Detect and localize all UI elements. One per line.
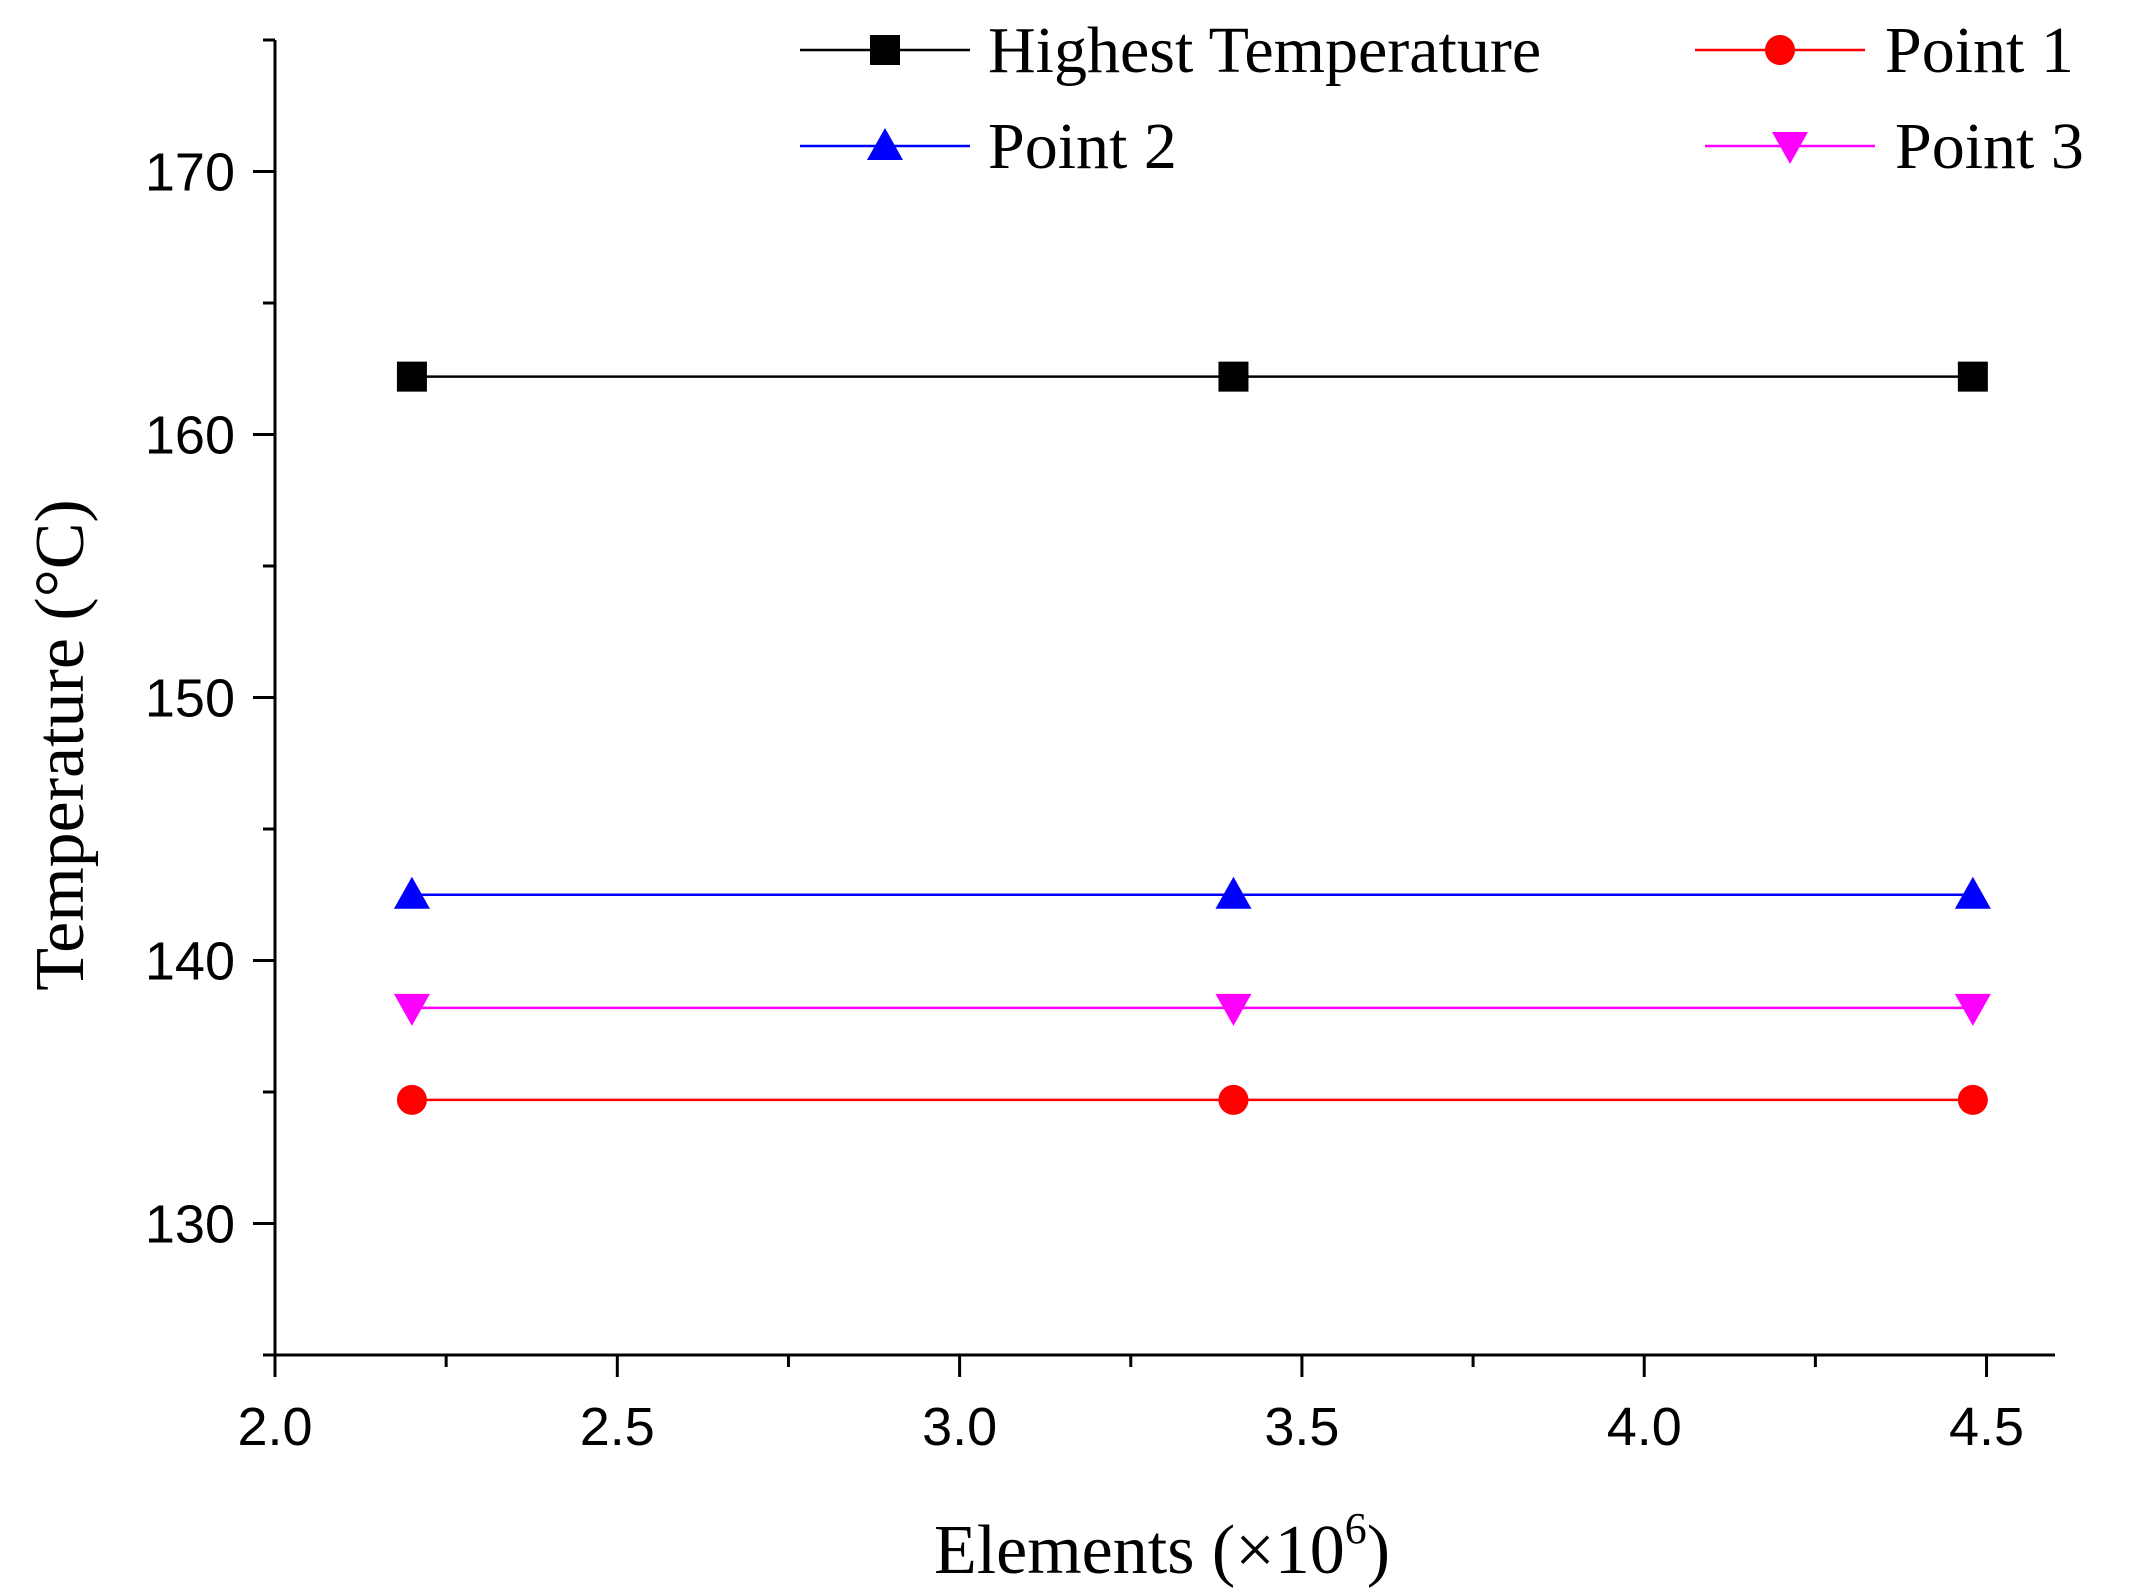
data-point-point-1: [1957, 1084, 1988, 1115]
x-tick-label: 4.0: [1607, 1397, 1682, 1457]
legend-label-point-2: Point 2: [988, 110, 1177, 183]
x-axis-title-superscript: 6: [1345, 1504, 1367, 1553]
data-point-point-3: [393, 993, 430, 1026]
x-axis-title-main: Elements (×10: [934, 1512, 1345, 1589]
x-axis-title-suffix: ): [1367, 1512, 1390, 1589]
data-point-point-2: [1954, 876, 1991, 909]
y-axis-title: Temperature (°C): [22, 499, 99, 990]
series-group: [393, 361, 1991, 1115]
x-tick-label: 2.5: [580, 1397, 655, 1457]
x-axis-title: Elements (×106): [934, 1504, 1390, 1589]
y-tick-label: 140: [145, 932, 235, 992]
axes: 130 140 150 160 170 2.0 2.5 3.0 3.5 4.0 4.5: [145, 38, 2055, 1457]
legend-label-highest-temperature: Highest Temperature: [988, 14, 1541, 87]
data-point-highest-temperature: [396, 361, 427, 392]
x-tick-label: 3.5: [1264, 1397, 1339, 1457]
data-point-highest-temperature: [1957, 361, 1988, 392]
legend: Highest Temperature Point 1 Point 2 Point 3: [800, 14, 2084, 183]
y-tick-label: 170: [145, 143, 235, 203]
x-tick-label: 3.0: [922, 1397, 997, 1457]
legend-marker-point-3: [1772, 132, 1808, 164]
y-tick-label: 160: [145, 406, 235, 466]
data-point-point-1: [396, 1084, 427, 1115]
data-point-point-2: [393, 876, 430, 909]
x-tick-label: 2.0: [237, 1397, 312, 1457]
data-point-point-3: [1215, 993, 1252, 1026]
legend-label-point-1: Point 1: [1885, 14, 2074, 87]
data-point-point-2: [1215, 876, 1252, 909]
legend-label-point-3: Point 3: [1895, 110, 2084, 183]
y-tick-label: 130: [145, 1195, 235, 1255]
data-point-point-3: [1954, 993, 1991, 1026]
legend-marker-point-1: [1765, 35, 1795, 65]
legend-marker-highest-temperature: [870, 35, 900, 65]
y-tick-label: 150: [145, 669, 235, 729]
data-point-point-1: [1218, 1084, 1249, 1115]
data-point-highest-temperature: [1218, 361, 1249, 392]
legend-marker-point-2: [867, 128, 903, 160]
x-tick-label: 4.5: [1949, 1397, 2024, 1457]
